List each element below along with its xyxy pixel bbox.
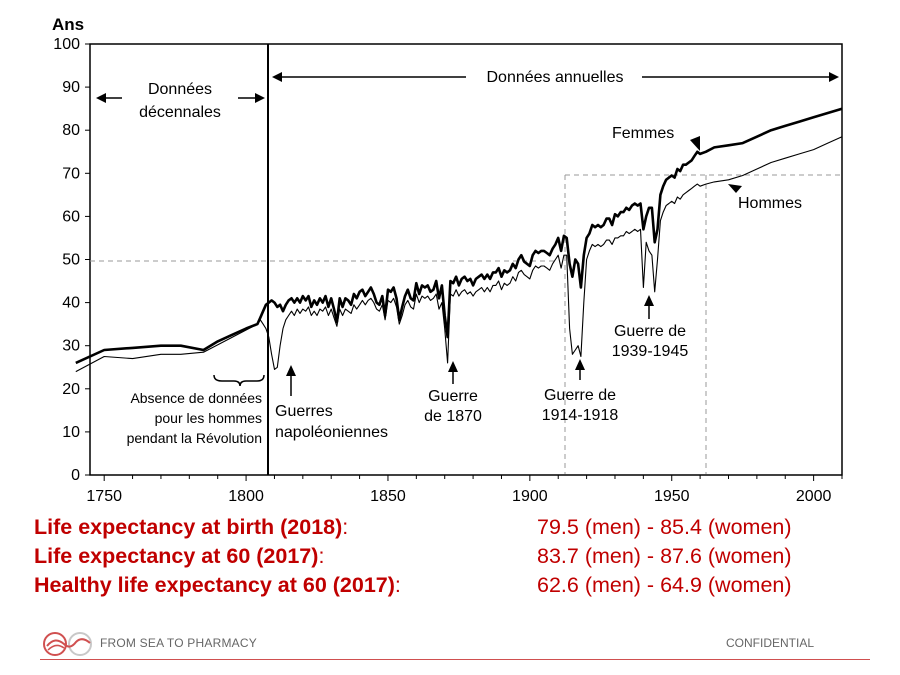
annotation-napoleon-line2: napoléoniennes [275,424,388,441]
wave-fish-logo-icon [43,632,92,656]
y-axis-ticks: 0 10 20 30 40 50 60 70 80 90 100 [53,36,90,484]
annotation-war1870-line1: Guerre [428,388,478,405]
stat-row-birth: Life expectancy at birth (2018): 79.5 (m… [34,515,854,544]
annotation-hommes: Hommes [728,184,802,212]
annotation-decennial-line1: Données [148,81,212,98]
annotation-war1939-line2: 1939-1945 [612,343,689,360]
stat-value: 62.6 (men) - 64.9 (women) [537,573,792,597]
annotation-war1914-line2: 1914-1918 [542,407,619,424]
y-tick-label: 70 [62,165,80,182]
footer: FROM SEA TO PHARMACY CONFIDENTIAL [40,626,870,660]
y-tick-label: 50 [62,252,80,269]
stats-panel: Life expectancy at birth (2018): 79.5 (m… [34,515,854,602]
annotation-absence-line2: pour les hommes [155,410,262,426]
stat-value: 79.5 (men) - 85.4 (women) [537,515,792,539]
annotation-decennial-line2: décennales [139,104,221,121]
y-axis-title: Ans [52,15,84,34]
x-tick-label: 2000 [796,488,832,505]
footer-divider [40,659,870,660]
x-tick-label: 1850 [370,488,406,505]
y-tick-label: 30 [62,338,80,355]
y-tick-label: 20 [62,381,80,398]
annotation-war-1914: Guerre de 1914-1918 [542,359,619,424]
annotation-absence-line3: pendant la Révolution [127,430,262,446]
x-tick-label: 1900 [512,488,548,505]
x-axis-ticks: 1750 1800 1850 1900 1950 2000 [86,475,843,505]
annotation-femmes: Femmes [612,125,700,151]
annotation-war1914-line1: Guerre de [544,387,616,404]
series-line-femmes [75,107,843,365]
y-tick-label: 60 [62,208,80,225]
y-tick-label: 90 [62,79,80,96]
stat-label: Life expectancy at birth (2018): [34,515,349,539]
legend-label-hommes: Hommes [738,195,802,212]
stat-label: Life expectancy at 60 (2017): [34,544,325,568]
y-tick-label: 40 [62,295,80,312]
y-tick-label: 0 [71,467,80,484]
footer-confidential-text: CONFIDENTIAL [725,636,814,650]
annotation-war1939-line1: Guerre de [614,323,686,340]
annotation-war-1870: Guerre de 1870 [424,361,482,425]
stat-value: 83.7 (men) - 87.6 (women) [537,544,792,568]
stat-row-healthy-at-60: Healthy life expectancy at 60 (2017): 62… [34,573,854,602]
annotation-war-1939: Guerre de 1939-1945 [612,295,689,360]
annotation-napoleonic-wars: Guerres napoléoniennes [275,365,388,441]
x-tick-label: 1800 [228,488,264,505]
legend-label-femmes: Femmes [612,125,674,142]
x-tick-label: 1750 [86,488,122,505]
y-tick-label: 80 [62,122,80,139]
stat-row-at-60: Life expectancy at 60 (2017): 83.7 (men)… [34,544,854,573]
annotation-war1870-line2: de 1870 [424,408,482,425]
annotation-decennial: Données décennales [96,81,265,121]
annotation-annual: Données annuelles [272,69,839,86]
stat-label: Healthy life expectancy at 60 (2017): [34,573,401,597]
annotation-napoleon-line1: Guerres [275,403,333,420]
annotation-annual-label: Données annuelles [487,69,624,86]
footer-brand-text: FROM SEA TO PHARMACY [100,636,257,650]
annotation-absence: Absence de données pour les hommes penda… [127,374,265,446]
y-tick-label: 10 [62,424,80,441]
y-tick-label: 100 [53,36,80,53]
x-tick-label: 1950 [654,488,690,505]
annotation-absence-line1: Absence de données [130,390,262,406]
series-line-hommes [75,136,843,373]
